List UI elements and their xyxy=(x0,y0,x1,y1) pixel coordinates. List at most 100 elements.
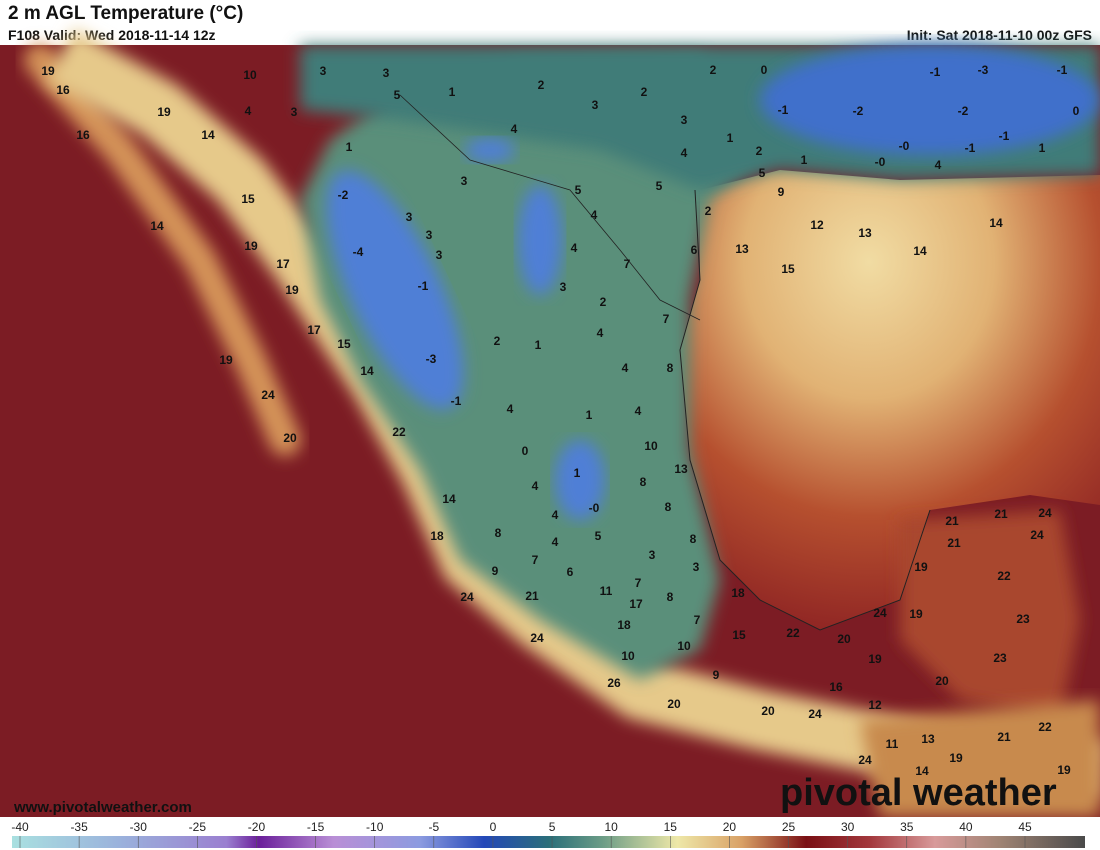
temperature-label: 5 xyxy=(656,179,663,193)
temperature-label: 4 xyxy=(681,146,688,160)
temperature-label: -2 xyxy=(853,104,864,118)
temperature-label: 15 xyxy=(241,192,255,206)
temperature-label: 9 xyxy=(778,185,785,199)
temperature-label: 10 xyxy=(644,439,658,453)
temperature-label: 17 xyxy=(307,323,321,337)
temperature-label: 20 xyxy=(837,632,851,646)
temperature-label: 19 xyxy=(157,105,171,119)
temperature-label: -4 xyxy=(353,245,364,259)
temperature-label: 3 xyxy=(436,248,443,262)
temperature-label: 20 xyxy=(283,431,297,445)
colorbar-tick-label: -25 xyxy=(189,820,207,834)
temperature-label: 21 xyxy=(947,536,961,550)
temperature-label: 4 xyxy=(635,404,642,418)
temperature-label: 19 xyxy=(41,64,55,78)
temperature-label: 22 xyxy=(392,425,406,439)
temperature-label: 16 xyxy=(76,128,90,142)
temperature-label: 22 xyxy=(786,626,800,640)
temperature-label: 1 xyxy=(535,338,542,352)
valid-time: F108 Valid: Wed 2018-11-14 12z xyxy=(8,27,216,43)
temperature-label: 26 xyxy=(607,676,621,690)
temperature-label: 3 xyxy=(681,113,688,127)
temperature-label: 18 xyxy=(617,618,631,632)
temperature-label: 24 xyxy=(808,707,822,721)
temperature-label: 12 xyxy=(868,698,882,712)
temperature-label: 5 xyxy=(759,166,766,180)
temperature-label: 23 xyxy=(1016,612,1030,626)
init-time: Init: Sat 2018-11-10 00z GFS xyxy=(906,27,1092,43)
temperature-label: 14 xyxy=(989,216,1003,230)
colorbar xyxy=(12,836,1085,848)
temperature-label: -0 xyxy=(899,139,910,153)
temperature-label: 19 xyxy=(1057,763,1071,777)
temperature-label: 16 xyxy=(56,83,70,97)
temperature-label: 3 xyxy=(693,560,700,574)
temperature-label: 6 xyxy=(691,243,698,257)
temperature-label: -0 xyxy=(875,155,886,169)
colorbar-tick-label: 0 xyxy=(490,820,497,834)
temperature-label: 24 xyxy=(1038,506,1052,520)
map-background xyxy=(0,28,1100,817)
temperature-label: 19 xyxy=(914,560,928,574)
temperature-label: 13 xyxy=(735,242,749,256)
temperature-label: 16 xyxy=(829,680,843,694)
temperature-label: 14 xyxy=(150,219,164,233)
temperature-label: 2 xyxy=(705,204,712,218)
temperature-label: 13 xyxy=(921,732,935,746)
temperature-label: 4 xyxy=(591,208,598,222)
colorbar-tick-label: 5 xyxy=(549,820,556,834)
temperature-label: -2 xyxy=(958,104,969,118)
temperature-label: 2 xyxy=(600,295,607,309)
temperature-label: 3 xyxy=(560,280,567,294)
temperature-label: 22 xyxy=(1038,720,1052,734)
temperature-label: 21 xyxy=(525,589,539,603)
temperature-label: 14 xyxy=(442,492,456,506)
temperature-label: -0 xyxy=(589,501,600,515)
temperature-label: 7 xyxy=(694,613,701,627)
temperature-label: 21 xyxy=(945,514,959,528)
temperature-label: 3 xyxy=(383,66,390,80)
temperature-label: 24 xyxy=(858,753,872,767)
temperature-label: 8 xyxy=(665,500,672,514)
temperature-label: 24 xyxy=(1030,528,1044,542)
temperature-label: 4 xyxy=(552,508,559,522)
temperature-label: 1 xyxy=(727,131,734,145)
temperature-label: 13 xyxy=(858,226,872,240)
temperature-label: 4 xyxy=(622,361,629,375)
temperature-label: -1 xyxy=(930,65,941,79)
temperature-label: 4 xyxy=(597,326,604,340)
temperature-label: 4 xyxy=(935,158,942,172)
temperature-label: 3 xyxy=(461,174,468,188)
temperature-label: 8 xyxy=(667,361,674,375)
temperature-label: 4 xyxy=(245,104,252,118)
temperature-label: 19 xyxy=(244,239,258,253)
colorbar-tick-label: 10 xyxy=(604,820,618,834)
colorbar-tick-label: 45 xyxy=(1018,820,1032,834)
temperature-label: 5 xyxy=(575,183,582,197)
colorbar-tick-label: -5 xyxy=(428,820,439,834)
temperature-label: -1 xyxy=(1057,63,1068,77)
temperature-label: 10 xyxy=(621,649,635,663)
temperature-label: 1 xyxy=(574,466,581,480)
temperature-label: 6 xyxy=(567,565,574,579)
temperature-label: 21 xyxy=(994,507,1008,521)
temperature-label: 2 xyxy=(756,144,763,158)
temperature-label: 21 xyxy=(997,730,1011,744)
temperature-label: 11 xyxy=(600,584,613,598)
temperature-label: 22 xyxy=(997,569,1011,583)
temperature-label: 8 xyxy=(690,532,697,546)
temperature-label: 7 xyxy=(532,553,539,567)
temperature-label: 17 xyxy=(629,597,643,611)
temperature-label: 11 xyxy=(886,737,899,751)
map-title: 2 m AGL Temperature (°C) xyxy=(8,3,244,24)
temperature-label: 24 xyxy=(460,590,474,604)
temperature-label: 19 xyxy=(219,353,233,367)
temperature-label: 14 xyxy=(360,364,374,378)
temperature-label: 9 xyxy=(492,564,499,578)
colorbar-tick-label: 20 xyxy=(723,820,737,834)
temperature-label: 3 xyxy=(426,228,433,242)
colorbar-tick-label: -35 xyxy=(70,820,88,834)
